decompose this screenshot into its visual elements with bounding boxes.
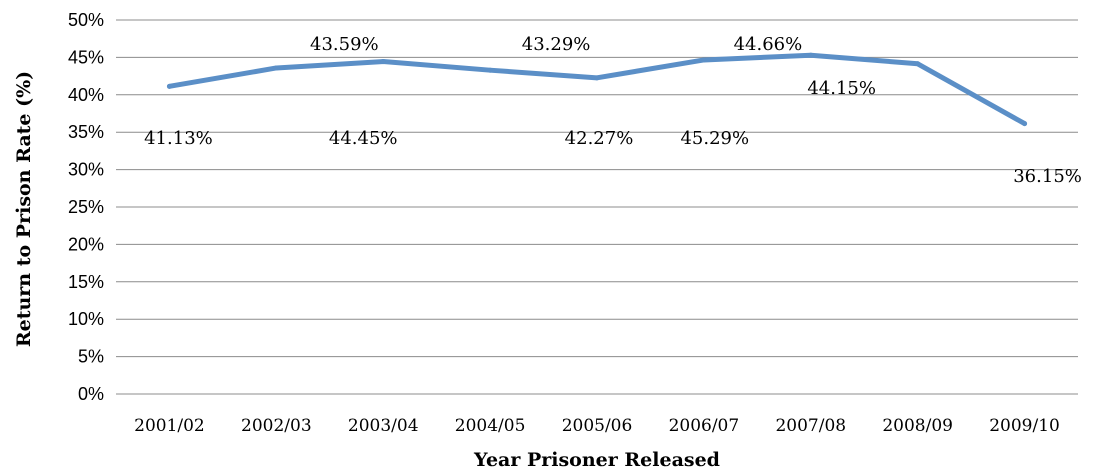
- data-label: 44.15%: [807, 78, 876, 99]
- x-axis-title: Year Prisoner Released: [473, 449, 720, 471]
- data-point: [701, 57, 707, 63]
- y-tick-label: 35%: [68, 122, 104, 142]
- x-tick-label: 2009/10: [989, 416, 1060, 436]
- x-tick-label: 2003/04: [348, 416, 419, 436]
- y-tick-label: 25%: [68, 197, 104, 217]
- data-point: [1022, 121, 1028, 127]
- y-tick-label: 15%: [68, 272, 104, 292]
- data-label: 42.27%: [565, 128, 634, 149]
- series-line-group: [166, 52, 1028, 127]
- y-tick-label: 45%: [68, 47, 104, 67]
- data-point: [273, 65, 279, 71]
- data-labels: 41.13% 43.59% 44.45% 43.29% 42.27% 44.66% 45.2…: [144, 34, 1082, 187]
- data-point: [808, 52, 814, 58]
- x-tick-label: 2001/02: [134, 416, 205, 436]
- series-line: [166, 52, 1028, 127]
- data-label: 44.66%: [734, 34, 803, 55]
- x-tick-label: 2005/06: [562, 416, 633, 436]
- data-label: 43.59%: [310, 34, 379, 55]
- x-axis-tick-labels: 2001/02 2002/03 2003/04 2004/05 2005/06 2006/…: [134, 416, 1060, 436]
- data-label: 45.29%: [680, 128, 749, 149]
- x-tick-label: 2002/03: [241, 416, 312, 436]
- x-tick-label: 2006/07: [669, 416, 740, 436]
- y-tick-label: 50%: [68, 10, 104, 30]
- data-point: [487, 67, 493, 73]
- data-point: [915, 61, 921, 67]
- y-axis-title: Return to Prison Rate (%): [13, 71, 35, 347]
- gridlines: [116, 19, 1078, 395]
- y-tick-label: 10%: [68, 309, 104, 329]
- x-tick-label: 2004/05: [455, 416, 526, 436]
- y-tick-label: 5%: [78, 347, 104, 367]
- data-point: [380, 59, 386, 65]
- y-axis-tick-labels: 0% 5% 10% 15% 20% 25% 30% 35% 40% 45% 50%: [68, 10, 104, 404]
- x-tick-label: 2008/09: [882, 416, 953, 436]
- y-tick-label: 20%: [68, 234, 104, 254]
- x-tick-label: 2007/08: [775, 416, 846, 436]
- data-label: 41.13%: [144, 128, 213, 149]
- y-tick-label: 0%: [78, 384, 104, 404]
- y-tick-label: 40%: [68, 85, 104, 105]
- data-label: 44.45%: [329, 128, 398, 149]
- data-point: [166, 83, 172, 89]
- data-label: 36.15%: [1013, 166, 1082, 187]
- y-tick-label: 30%: [68, 160, 104, 180]
- data-point: [594, 75, 600, 81]
- data-label: 43.29%: [522, 34, 591, 55]
